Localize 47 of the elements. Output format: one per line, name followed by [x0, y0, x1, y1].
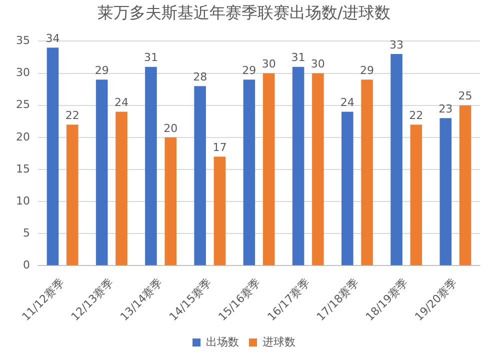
y-tick-label: 0 [22, 258, 30, 272]
bar [164, 137, 176, 266]
bar [410, 124, 422, 266]
data-label: 33 [390, 38, 404, 52]
data-label: 34 [46, 32, 60, 45]
bar [194, 86, 206, 266]
y-tick-label: 15 [16, 162, 30, 176]
data-label: 28 [193, 70, 208, 84]
data-label: 31 [291, 51, 306, 64]
data-label: 17 [212, 141, 227, 154]
legend-label: 出场数 [206, 335, 239, 348]
y-tick-label: 20 [16, 130, 30, 144]
data-label: 20 [164, 122, 178, 135]
data-label: 30 [262, 58, 276, 71]
bar [66, 124, 78, 266]
bar [214, 156, 226, 266]
bar [292, 66, 304, 266]
legend-label: 进球数 [262, 335, 296, 348]
data-label: 31 [144, 51, 158, 64]
bar [262, 73, 275, 266]
bar [459, 105, 472, 266]
y-tick-label: 5 [22, 226, 30, 240]
y-tick-label: 10 [16, 194, 30, 208]
y-tick-label: 25 [16, 98, 30, 112]
chart-title: 莱万多夫斯基近年赛季联赛出场数/进球数 [97, 2, 391, 22]
y-tick-label: 30 [16, 66, 30, 80]
bar [312, 73, 324, 266]
data-label: 29 [360, 64, 374, 78]
data-label: 22 [409, 108, 424, 122]
bar [390, 54, 402, 266]
data-label: 22 [65, 108, 80, 122]
bar [116, 112, 128, 266]
data-label: 23 [438, 102, 453, 116]
data-label: 29 [242, 64, 256, 78]
bar [440, 118, 452, 266]
data-label: 25 [458, 90, 472, 103]
bar [96, 80, 108, 266]
data-label: 29 [94, 64, 109, 78]
data-label: 30 [310, 58, 325, 71]
bar [46, 48, 59, 266]
bar [243, 80, 256, 266]
bar [342, 112, 354, 266]
y-tick-label: 35 [16, 34, 30, 48]
data-label: 24 [114, 96, 128, 110]
data-label: 24 [340, 96, 354, 110]
bar [361, 80, 373, 266]
bar [145, 66, 157, 266]
